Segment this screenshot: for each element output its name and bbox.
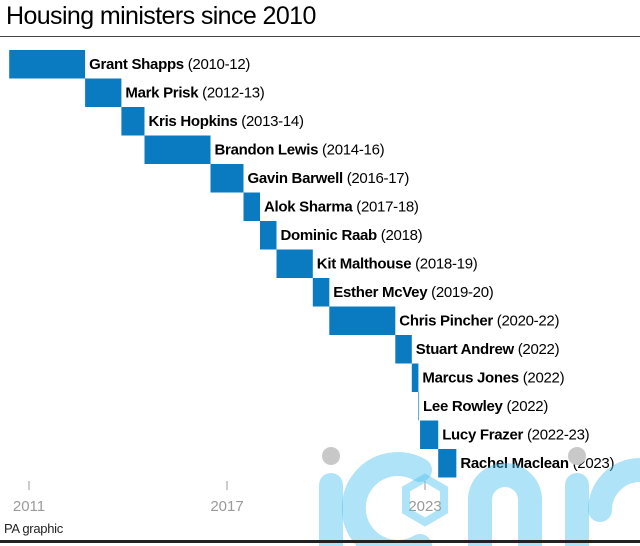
- minister-name: Marcus Jones: [422, 370, 522, 387]
- label-gavin-barwell: Gavin Barwell (2016-17): [248, 170, 410, 187]
- label-stuart-andrew: Stuart Andrew (2022): [416, 341, 560, 358]
- label-alok-sharma: Alok Sharma (2017-18): [264, 199, 419, 216]
- bar-kris-hopkins: [121, 107, 145, 136]
- label-brandon-lewis: Brandon Lewis (2014-16): [215, 142, 385, 159]
- x-axis: 2011 2017 2023: [13, 481, 442, 515]
- label-kit-malthouse: Kit Malthouse (2018-19): [317, 256, 478, 273]
- label-rachel-maclean: Rachel Maclean (2023): [460, 455, 614, 472]
- minister-name: Rachel Maclean: [460, 455, 572, 472]
- minister-period: (2014-16): [322, 142, 385, 159]
- bar-esther-mcvey: [312, 278, 330, 307]
- bar-mark-prisk: [85, 78, 122, 107]
- bar-lee-rowley: [418, 392, 420, 421]
- minister-period: (2018-19): [415, 256, 478, 273]
- minister-period: (2022): [518, 341, 560, 358]
- minister-name: Chris Pincher: [399, 313, 497, 330]
- minister-name: Alok Sharma: [264, 199, 356, 216]
- minister-name: Mark Prisk: [125, 85, 202, 102]
- minister-period: (2017-18): [356, 199, 419, 216]
- bar-stuart-andrew: [395, 335, 412, 364]
- labels-group: Grant Shapps (2010-12) Mark Prisk (2012-1…: [89, 56, 615, 472]
- minister-name: Grant Shapps: [89, 56, 188, 73]
- bar-dominic-raab: [260, 221, 277, 250]
- bar-brandon-lewis: [144, 135, 211, 164]
- label-grant-shapps: Grant Shapps (2010-12): [89, 56, 250, 73]
- minister-name: Kit Malthouse: [317, 256, 415, 273]
- minister-period: (2022): [523, 370, 565, 387]
- chart-title: Housing ministers since 2010: [6, 2, 316, 30]
- label-dominic-raab: Dominic Raab (2018): [281, 227, 423, 244]
- label-lucy-frazer: Lucy Frazer (2022-23): [442, 427, 589, 444]
- minister-period: (2012-13): [202, 85, 265, 102]
- source-credit: PA graphic: [4, 521, 63, 536]
- bar-rachel-maclean: [438, 449, 457, 478]
- bar-lucy-frazer: [420, 420, 439, 449]
- minister-name: Gavin Barwell: [248, 170, 347, 187]
- bar-chris-pincher: [329, 306, 396, 335]
- tick-label-2023: 2023: [408, 498, 441, 515]
- bar-alok-sharma: [243, 192, 260, 221]
- minister-period: (2019-20): [431, 284, 494, 301]
- minister-period: (2022-23): [527, 427, 590, 444]
- minister-name: Esther McVey: [333, 284, 431, 301]
- minister-name: Dominic Raab: [281, 227, 381, 244]
- minister-name: Kris Hopkins: [149, 113, 242, 130]
- minister-name: Lucy Frazer: [442, 427, 527, 444]
- bar-marcus-jones: [411, 363, 419, 392]
- label-esther-mcvey: Esther McVey (2019-20): [333, 284, 493, 301]
- bar-gavin-barwell: [210, 164, 244, 193]
- minister-period: (2018): [381, 227, 423, 244]
- bar-grant-shapps: [9, 50, 86, 79]
- tick-label-2011: 2011: [13, 498, 45, 515]
- label-kris-hopkins: Kris Hopkins (2013-14): [149, 113, 304, 130]
- minister-period: (2023): [573, 455, 615, 472]
- label-marcus-jones: Marcus Jones (2022): [422, 370, 564, 387]
- minister-period: (2020-22): [497, 313, 560, 330]
- label-lee-rowley: Lee Rowley (2022): [423, 398, 548, 415]
- minister-name: Brandon Lewis: [215, 142, 322, 159]
- label-chris-pincher: Chris Pincher (2020-22): [399, 313, 559, 330]
- title-divider: [0, 36, 640, 37]
- minister-period: (2022): [506, 398, 548, 415]
- bars-group: [9, 50, 457, 478]
- minister-period: (2010-12): [188, 56, 251, 73]
- minister-period: (2016-17): [347, 170, 410, 187]
- label-mark-prisk: Mark Prisk (2012-13): [125, 85, 264, 102]
- tick-label-2017: 2017: [210, 498, 243, 515]
- bar-kit-malthouse: [276, 249, 313, 278]
- minister-name: Stuart Andrew: [416, 341, 518, 358]
- minister-name: Lee Rowley: [423, 398, 506, 415]
- bottom-divider: [0, 540, 640, 543]
- minister-period: (2013-14): [241, 113, 304, 130]
